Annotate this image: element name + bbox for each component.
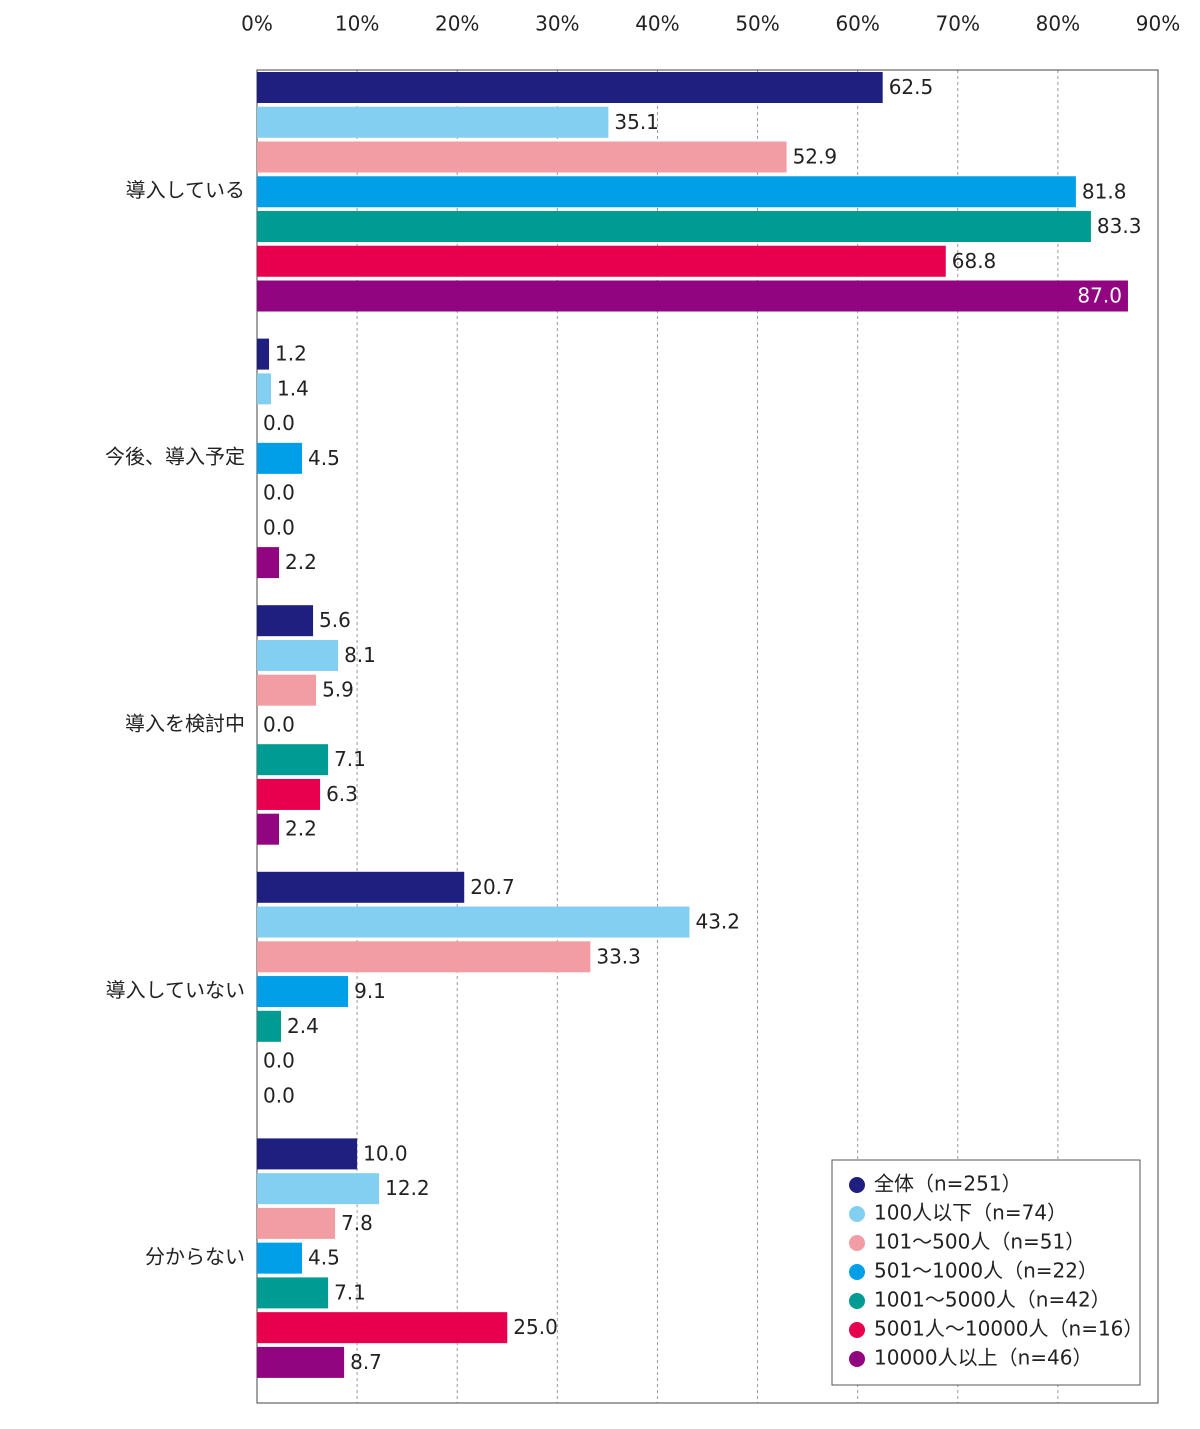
category-label: 導入していない (106, 978, 245, 1002)
bar (257, 338, 270, 370)
value-label: 0.0 (263, 712, 295, 736)
legend-box (831, 1159, 1141, 1386)
category-label: 導入している (126, 178, 245, 202)
value-label: 1.4 (277, 376, 309, 400)
bar (257, 442, 303, 474)
bar (257, 1346, 345, 1378)
value-label: 68.8 (952, 249, 997, 273)
value-label: 33.3 (596, 944, 641, 968)
value-label: 25.0 (513, 1315, 558, 1339)
value-label: 7.1 (334, 1280, 366, 1304)
value-label: 83.3 (1097, 214, 1142, 238)
value-label: 8.1 (344, 643, 376, 667)
value-label: 2.2 (285, 817, 317, 841)
value-label: 4.5 (308, 1246, 340, 1270)
legend-marker (849, 1293, 865, 1309)
bar (257, 373, 272, 405)
value-label: 7.8 (341, 1211, 373, 1235)
value-label: 5.6 (319, 608, 351, 632)
value-label: 9.1 (354, 979, 386, 1003)
legend-label: 5001人～10000人（n=16） (874, 1317, 1143, 1341)
bar (257, 778, 321, 810)
category-label: 導入を検討中 (125, 711, 245, 735)
bar (257, 941, 591, 973)
bar (257, 211, 1091, 242)
bar (257, 72, 883, 103)
legend-label: 全体（n=251） (874, 1172, 1022, 1196)
x-tick-label: 80% (1036, 12, 1080, 36)
legend-marker (849, 1264, 865, 1280)
value-label: 7.1 (334, 747, 366, 771)
bar (257, 1138, 358, 1170)
value-label: 20.7 (470, 875, 515, 899)
bar (257, 906, 690, 938)
legend-marker (849, 1206, 865, 1222)
value-label: 81.8 (1082, 179, 1127, 203)
x-tick-label: 30% (535, 12, 579, 36)
bar (257, 1010, 282, 1042)
x-tick-label: 60% (835, 12, 879, 36)
value-label: 0.0 (263, 1083, 295, 1107)
value-label: 1.2 (275, 342, 307, 366)
value-label: 0.0 (263, 411, 295, 435)
legend-label: 10000人以上（n=46） (874, 1346, 1093, 1370)
x-tick-label: 50% (735, 12, 779, 36)
legend-marker (849, 1322, 865, 1338)
category-label: 分からない (145, 1245, 245, 1269)
x-tick-label: 0% (241, 12, 273, 36)
legend-marker (849, 1235, 865, 1251)
value-label: 2.4 (287, 1014, 319, 1038)
bar (257, 744, 329, 776)
legend-label: 501～1000人（n=22） (874, 1259, 1098, 1283)
value-label: 5.9 (322, 678, 354, 702)
value-label: 35.1 (614, 110, 659, 134)
value-label: 6.3 (326, 782, 358, 806)
bar (257, 639, 339, 671)
bar (257, 1242, 303, 1274)
legend-label: 100人以下（n=74） (874, 1201, 1067, 1225)
category-label: 今後、導入予定 (105, 445, 245, 469)
bar (257, 176, 1076, 208)
value-label: 12.2 (385, 1176, 430, 1200)
bar (257, 1173, 380, 1205)
legend-label: 101～500人（n=51） (874, 1230, 1085, 1254)
value-label: 0.0 (263, 481, 295, 505)
bar (257, 106, 609, 138)
value-label: 52.9 (793, 145, 838, 169)
value-label: 43.2 (695, 910, 740, 934)
bar (257, 1312, 508, 1344)
x-tick-label: 10% (335, 12, 379, 36)
bar (257, 245, 946, 277)
bar (257, 976, 349, 1008)
value-label: 0.0 (263, 1049, 295, 1073)
plot-border (256, 69, 1159, 1404)
bar (257, 1277, 329, 1309)
legend-marker (849, 1177, 865, 1193)
legend-marker (849, 1351, 865, 1367)
bar (257, 1207, 336, 1239)
x-tick-label: 40% (635, 12, 679, 36)
value-label: 87.0 (1077, 284, 1122, 308)
bar (257, 605, 314, 637)
value-label: 0.0 (263, 515, 295, 539)
bar (257, 674, 317, 706)
value-label: 2.2 (285, 550, 317, 574)
value-label: 10.0 (363, 1141, 408, 1165)
x-tick-label: 20% (435, 12, 479, 36)
bar (257, 141, 787, 173)
bar (257, 813, 280, 845)
value-label: 62.5 (889, 75, 934, 99)
bar (257, 280, 1128, 312)
x-tick-label: 90% (1136, 12, 1180, 36)
bar (257, 547, 280, 579)
value-label: 8.7 (350, 1350, 382, 1374)
legend-label: 1001～5000人（n=42） (874, 1288, 1111, 1312)
bar (257, 871, 465, 903)
x-tick-label: 70% (936, 12, 980, 36)
value-label: 4.5 (308, 446, 340, 470)
